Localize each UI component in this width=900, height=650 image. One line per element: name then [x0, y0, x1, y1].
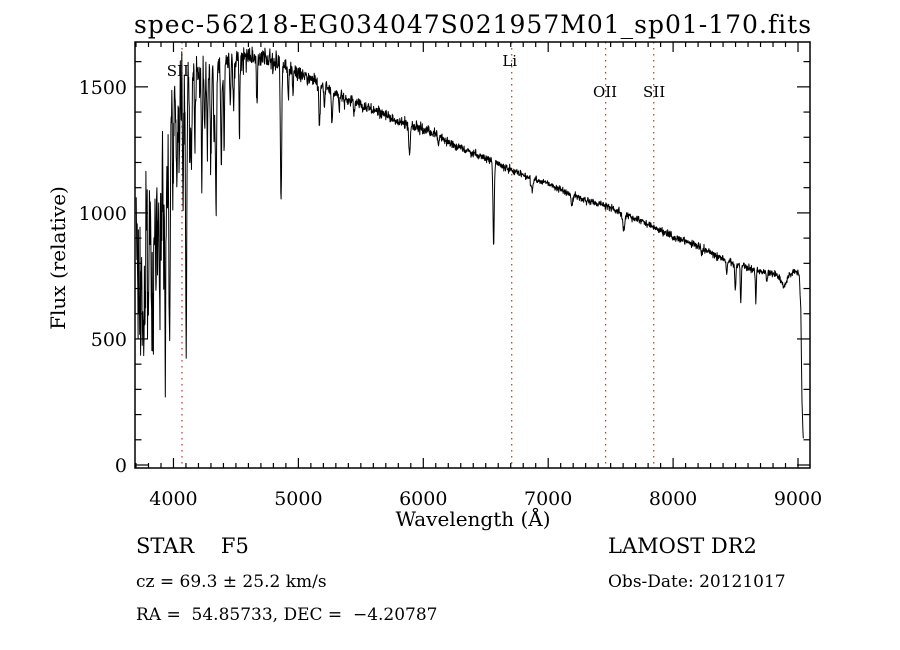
marked-line-label-sii: SII [167, 62, 189, 80]
marked-line-label-sii: SII [643, 83, 665, 101]
y-tick-label: 1000 [79, 203, 127, 225]
x-tick-label: 9000 [774, 488, 822, 510]
marked-line-label-oii: OII [593, 83, 617, 101]
x-axis-title: Wavelength (Å) [395, 507, 551, 531]
y-tick-label: 0 [115, 455, 127, 477]
obs-date-label: Obs-Date: 20121017 [608, 572, 786, 592]
x-tick-label: 5000 [274, 488, 322, 510]
plot-title: spec-56218-EG034047S021957M01_sp01-170.f… [133, 10, 813, 39]
ra-dec-label: RA = 54.85733, DEC = −4.20787 [136, 605, 438, 625]
x-tick-label: 6000 [399, 488, 447, 510]
x-tick-label: 4000 [149, 488, 197, 510]
x-tick-label: 7000 [524, 488, 572, 510]
y-tick-label: 500 [91, 329, 127, 351]
survey-label: LAMOST DR2 [608, 534, 757, 558]
cz-value-label: cz = 69.3 ± 25.2 km/s [136, 572, 327, 592]
spectrum-path [135, 46, 804, 439]
object-class-label: STAR F5 [136, 534, 249, 558]
marked-line-label-li: Li [502, 52, 517, 70]
plot-frame [134, 41, 811, 469]
y-tick-label: 1500 [79, 77, 127, 99]
x-tick-label: 8000 [649, 488, 697, 510]
